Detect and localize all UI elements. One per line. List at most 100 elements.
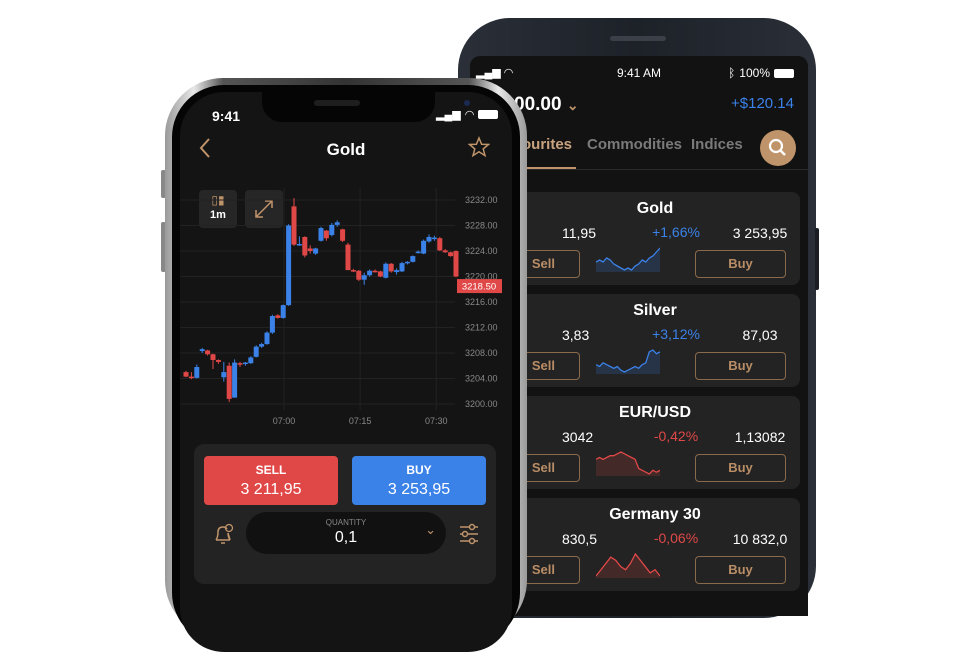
search-button[interactable] (760, 130, 796, 166)
price-alert-bell-icon[interactable] (212, 522, 234, 546)
candle-body (356, 270, 362, 280)
candle-body (269, 316, 275, 333)
candle-body (215, 360, 221, 362)
timeframe-button[interactable]: ▯▮ 1m (199, 190, 237, 228)
buy-price: 3 253,95 (732, 225, 788, 241)
instrument-name: Germany 30 (609, 506, 701, 523)
candle-body (448, 252, 454, 257)
buy-button[interactable]: Buy (695, 352, 786, 380)
candle-body (399, 263, 405, 272)
candle-body (377, 271, 383, 277)
quantity-value: 0,1 (334, 529, 358, 546)
candle-body (404, 261, 410, 264)
sparkline-line (596, 451, 660, 475)
sparkline (596, 552, 660, 578)
buy-button[interactable]: Buy (695, 454, 786, 482)
candle-body (275, 315, 281, 318)
sell-price: 3,83 (562, 327, 590, 343)
change-percent: -0,42% (653, 428, 699, 444)
instrument-card[interactable]: Silver 3,83 +3,12% 87,03 Sell Buy (500, 294, 800, 387)
candle-body (226, 365, 232, 399)
divider (470, 169, 808, 170)
quantity-label: QUANTITY (325, 518, 367, 527)
change-percent: -0,06% (653, 530, 699, 546)
star-icon[interactable] (468, 136, 490, 158)
active-tab-underline (520, 167, 576, 169)
instrument-name: EUR/USD (618, 404, 691, 421)
candle-body (372, 270, 378, 273)
expand-icon (255, 200, 273, 218)
sparkline (596, 247, 660, 272)
signal-wifi-icon: ▂▄▆ ◠ (476, 67, 514, 79)
balance-selector[interactable]: 00.00 ⌄ (514, 94, 579, 116)
sell-price: 11,95 (562, 225, 596, 241)
buy-price: 3 253,95 (387, 481, 451, 498)
change-percent: +1,66% (652, 224, 700, 240)
candlestick-chart[interactable]: 3232.00 3228.00 3224.00 3220.00 3216.00 3212.… (180, 188, 512, 438)
candle-body (286, 225, 292, 306)
wifi-icon: ◠ (464, 109, 475, 121)
candle-body (350, 270, 356, 272)
y-tick-label: 3208.00 (465, 348, 498, 358)
candle-body (361, 275, 367, 280)
instrument-card[interactable]: Gold 11,95 +1,66% 3 253,95 Sell Buy (500, 192, 800, 285)
candle-body (431, 237, 437, 240)
candle-body (426, 236, 432, 242)
candle-body (442, 250, 448, 253)
tab-commodities[interactable]: Commodities (587, 136, 683, 153)
sell-button[interactable]: SELL 3 211,95 (204, 456, 338, 505)
change-percent: +3,12% (652, 326, 700, 342)
candle-body (394, 270, 400, 273)
current-price-label: 3218.50 (462, 282, 496, 293)
buy-button[interactable]: Buy (695, 250, 786, 278)
candle-body (259, 344, 265, 347)
settings-sliders-icon[interactable] (458, 522, 480, 546)
status-icons: ▂▄▆ ◠ (436, 108, 499, 121)
y-tick-label: 3232.00 (465, 195, 498, 205)
candle-body (307, 248, 313, 251)
buy-button[interactable]: Buy (695, 556, 786, 584)
candle-body (221, 372, 227, 378)
candle-body (367, 270, 373, 276)
candle-body (388, 263, 394, 272)
candle-body (410, 256, 416, 262)
sell-price: 830,5 (562, 531, 598, 547)
fullscreen-button[interactable] (245, 190, 283, 228)
y-tick-label: 3212.00 (465, 323, 498, 333)
buy-label: BUY (406, 463, 432, 477)
x-tick-label: 07:30 (425, 416, 448, 426)
candle-body (313, 248, 319, 254)
search-icon (768, 138, 786, 156)
candle-body (291, 206, 297, 245)
sparkline-line (596, 349, 660, 373)
sparkline (596, 349, 660, 374)
page-title: Gold (326, 140, 366, 159)
candle-body (280, 305, 286, 318)
candle-body (340, 229, 346, 241)
instrument-card[interactable]: Germany 30 830,5 -0,06% 10 832,0 Sell Bu… (500, 498, 800, 591)
instrument-name: Gold (636, 200, 674, 217)
candle-body (194, 367, 200, 378)
battery-icon (478, 110, 499, 119)
notch (262, 92, 470, 122)
tab-indices[interactable]: Indices (691, 136, 743, 153)
tab-favourites[interactable]: ourites (522, 136, 573, 153)
candle-body (318, 228, 324, 241)
candle-body (453, 251, 459, 277)
instrument-card[interactable]: EUR/USD 3042 -0,42% 1,13082 Sell Buy (500, 396, 800, 489)
candle-body (421, 240, 427, 254)
candle-body (383, 263, 389, 278)
buy-button[interactable]: BUY 3 253,95 (352, 456, 486, 505)
candle-body (334, 222, 340, 225)
candle-body (323, 230, 329, 239)
quantity-selector[interactable]: QUANTITY 0,1 ⌄ (246, 512, 446, 554)
sell-price: 3042 (562, 429, 594, 445)
y-tick-label: 3224.00 (465, 246, 498, 256)
current-price-badge (457, 279, 502, 294)
back-chevron-icon[interactable] (196, 136, 214, 160)
candle-body (302, 236, 308, 256)
chevron-down-icon: ⌄ (425, 522, 436, 537)
chevron-down-icon: ⌄ (566, 97, 579, 113)
candle-body (329, 224, 335, 236)
candle-body (205, 350, 211, 355)
